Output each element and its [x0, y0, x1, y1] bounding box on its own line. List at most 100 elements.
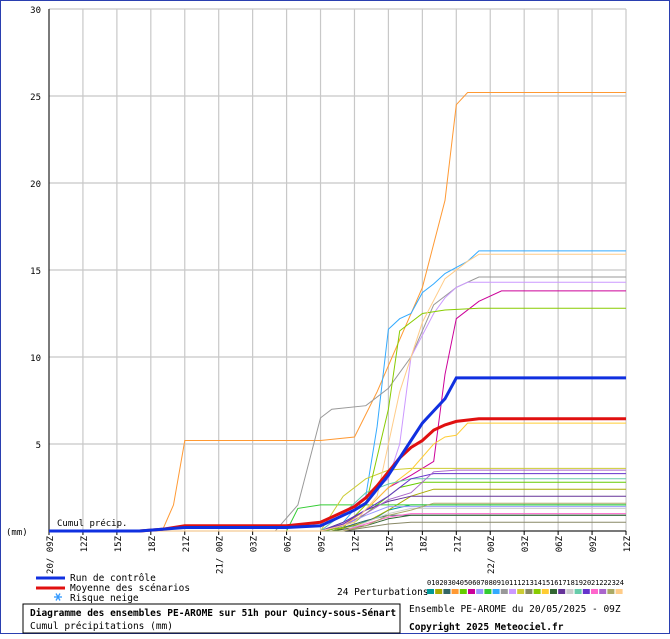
perturbation-id: 04 — [452, 579, 460, 587]
perturbation-swatch-13 — [525, 589, 533, 594]
perturbation-swatch-19 — [574, 589, 582, 594]
x-tick-label: 09Z — [589, 535, 599, 552]
perturbation-line-14 — [49, 307, 626, 532]
perturbation-legend: 01 02 03 04 05 06 07 08 09 10 11 12 13 14 15 16 17 18 19 20… — [427, 579, 624, 594]
perturbation-id: 05 — [460, 579, 468, 587]
perturbation-swatch-21 — [591, 589, 598, 594]
perturbation-id: 15 — [542, 579, 550, 587]
perturbation-id: 07 — [476, 579, 484, 587]
perturbation-swatch-16 — [550, 589, 557, 594]
perturbation-id: 02 — [435, 579, 443, 587]
y-tick-label: 25 — [30, 93, 41, 103]
perturbation-line-24 — [49, 253, 626, 532]
perturbation-swatch-06 — [468, 589, 475, 594]
run-info: Ensemble PE-AROME du 20/05/2025 - 09Z — [409, 604, 621, 615]
perturbation-id: 16 — [550, 579, 558, 587]
perturbation-id: 21 — [591, 579, 599, 587]
perturbation-swatch-01 — [427, 589, 434, 594]
perturbation-swatch-08 — [484, 589, 492, 594]
chart-subtitle: Cumul précipitations (mm) — [30, 621, 173, 632]
perturbation-id: 06 — [468, 579, 476, 587]
x-tick-label: 21/ 00Z — [216, 535, 226, 574]
control-line — [49, 376, 626, 533]
perturbation-id: 03 — [443, 579, 451, 587]
perturbation-swatch-20 — [582, 589, 590, 594]
perturbation-id: 23 — [607, 579, 615, 587]
series-group — [49, 92, 626, 533]
copyright: Copyright 2025 Meteociel.fr — [409, 622, 564, 633]
snow-legend-label: Risque neige — [70, 593, 139, 604]
perturbation-swatch-12 — [517, 589, 525, 594]
x-tick-label: 03Z — [250, 535, 260, 552]
y-tick-label: 15 — [30, 267, 41, 277]
perturbation-swatch-03 — [443, 589, 451, 594]
x-tick-label: 15Z — [385, 535, 395, 552]
x-tick-label: 15Z — [114, 535, 124, 552]
mean-legend-label: Moyenne des scénarios — [70, 583, 190, 594]
perturbation-id: 18 — [566, 579, 574, 587]
perturbation-line-23 — [49, 502, 626, 532]
y-unit-label: (mm) — [6, 528, 28, 538]
y-axis-ticks: 5 10 15 20 25 30 — [30, 6, 41, 451]
perturbation-line-06 — [49, 290, 626, 532]
perturbation-id: 22 — [599, 579, 607, 587]
perturbation-id: 10 — [501, 579, 509, 587]
perturbation-line-11 — [49, 281, 626, 532]
x-tick-label: 12Z — [80, 535, 90, 552]
perturbations-label: 24 Perturbations — [337, 587, 429, 598]
perturbation-swatch-17 — [558, 589, 566, 594]
perturbation-line-10 — [49, 276, 626, 532]
snowflake-icon — [54, 593, 62, 601]
x-axis-ticks: 20/ 09Z 12Z 15Z 18Z 21Z 21/ 00Z 03Z 06Z 09Z 12Z 15… — [46, 535, 633, 574]
perturbation-id: 08 — [484, 579, 492, 587]
perturbation-line-12 — [49, 467, 626, 532]
perturbation-swatch-23 — [607, 589, 615, 594]
control-legend-label: Run de contrôle — [70, 573, 156, 584]
x-tick-label: 21Z — [182, 535, 192, 552]
x-tick-label: 03Z — [521, 535, 531, 552]
y-tick-label: 30 — [30, 6, 41, 16]
perturbation-id: 12 — [517, 579, 525, 587]
x-tick-label: 18Z — [419, 535, 429, 552]
grid — [48, 8, 627, 535]
mean-line — [49, 417, 626, 533]
perturbation-id: 17 — [558, 579, 566, 587]
perturbation-id: 19 — [575, 579, 583, 587]
x-tick-label: 22/ 00Z — [487, 535, 497, 574]
perturbation-swatch-07 — [476, 589, 484, 594]
y-tick-label: 20 — [30, 180, 41, 190]
perturbation-swatch-10 — [500, 589, 508, 594]
perturbation-swatch-05 — [459, 589, 467, 594]
x-tick-label: 09Z — [318, 535, 328, 552]
perturbation-swatch-24 — [615, 589, 623, 594]
perturbation-id: 14 — [534, 579, 542, 587]
y-axis-label: Cumul précip. — [57, 518, 127, 529]
perturbation-id: 24 — [616, 579, 624, 587]
title-box — [22, 603, 401, 634]
perturbation-swatch-11 — [509, 589, 516, 594]
perturbation-id: 20 — [583, 579, 591, 587]
x-tick-label: 20/ 09Z — [46, 535, 56, 574]
y-tick-label: 5 — [36, 441, 41, 451]
perturbation-id: 13 — [525, 579, 533, 587]
perturbation-swatch-04 — [451, 589, 459, 594]
perturbation-swatch-18 — [566, 589, 574, 594]
perturbation-id: 09 — [493, 579, 501, 587]
perturbation-id: 01 — [427, 579, 435, 587]
x-tick-label: 18Z — [148, 535, 158, 552]
x-tick-label: 06Z — [284, 535, 294, 552]
x-tick-label: 12Z — [351, 535, 361, 552]
y-tick-label: 10 — [30, 354, 41, 364]
perturbation-line-04 — [49, 92, 626, 532]
x-tick-label: 21Z — [453, 535, 463, 552]
perturbation-id: 11 — [509, 579, 517, 587]
x-tick-label: 12Z — [623, 535, 633, 552]
perturbation-swatch-09 — [492, 589, 500, 594]
perturbation-swatch-15 — [541, 589, 549, 594]
perturbation-swatch-02 — [435, 589, 443, 594]
perturbation-swatch-14 — [533, 589, 541, 594]
x-tick-label: 06Z — [555, 535, 565, 552]
legend: Run de contrôle Moyenne des scénarios Ri… — [36, 573, 190, 604]
